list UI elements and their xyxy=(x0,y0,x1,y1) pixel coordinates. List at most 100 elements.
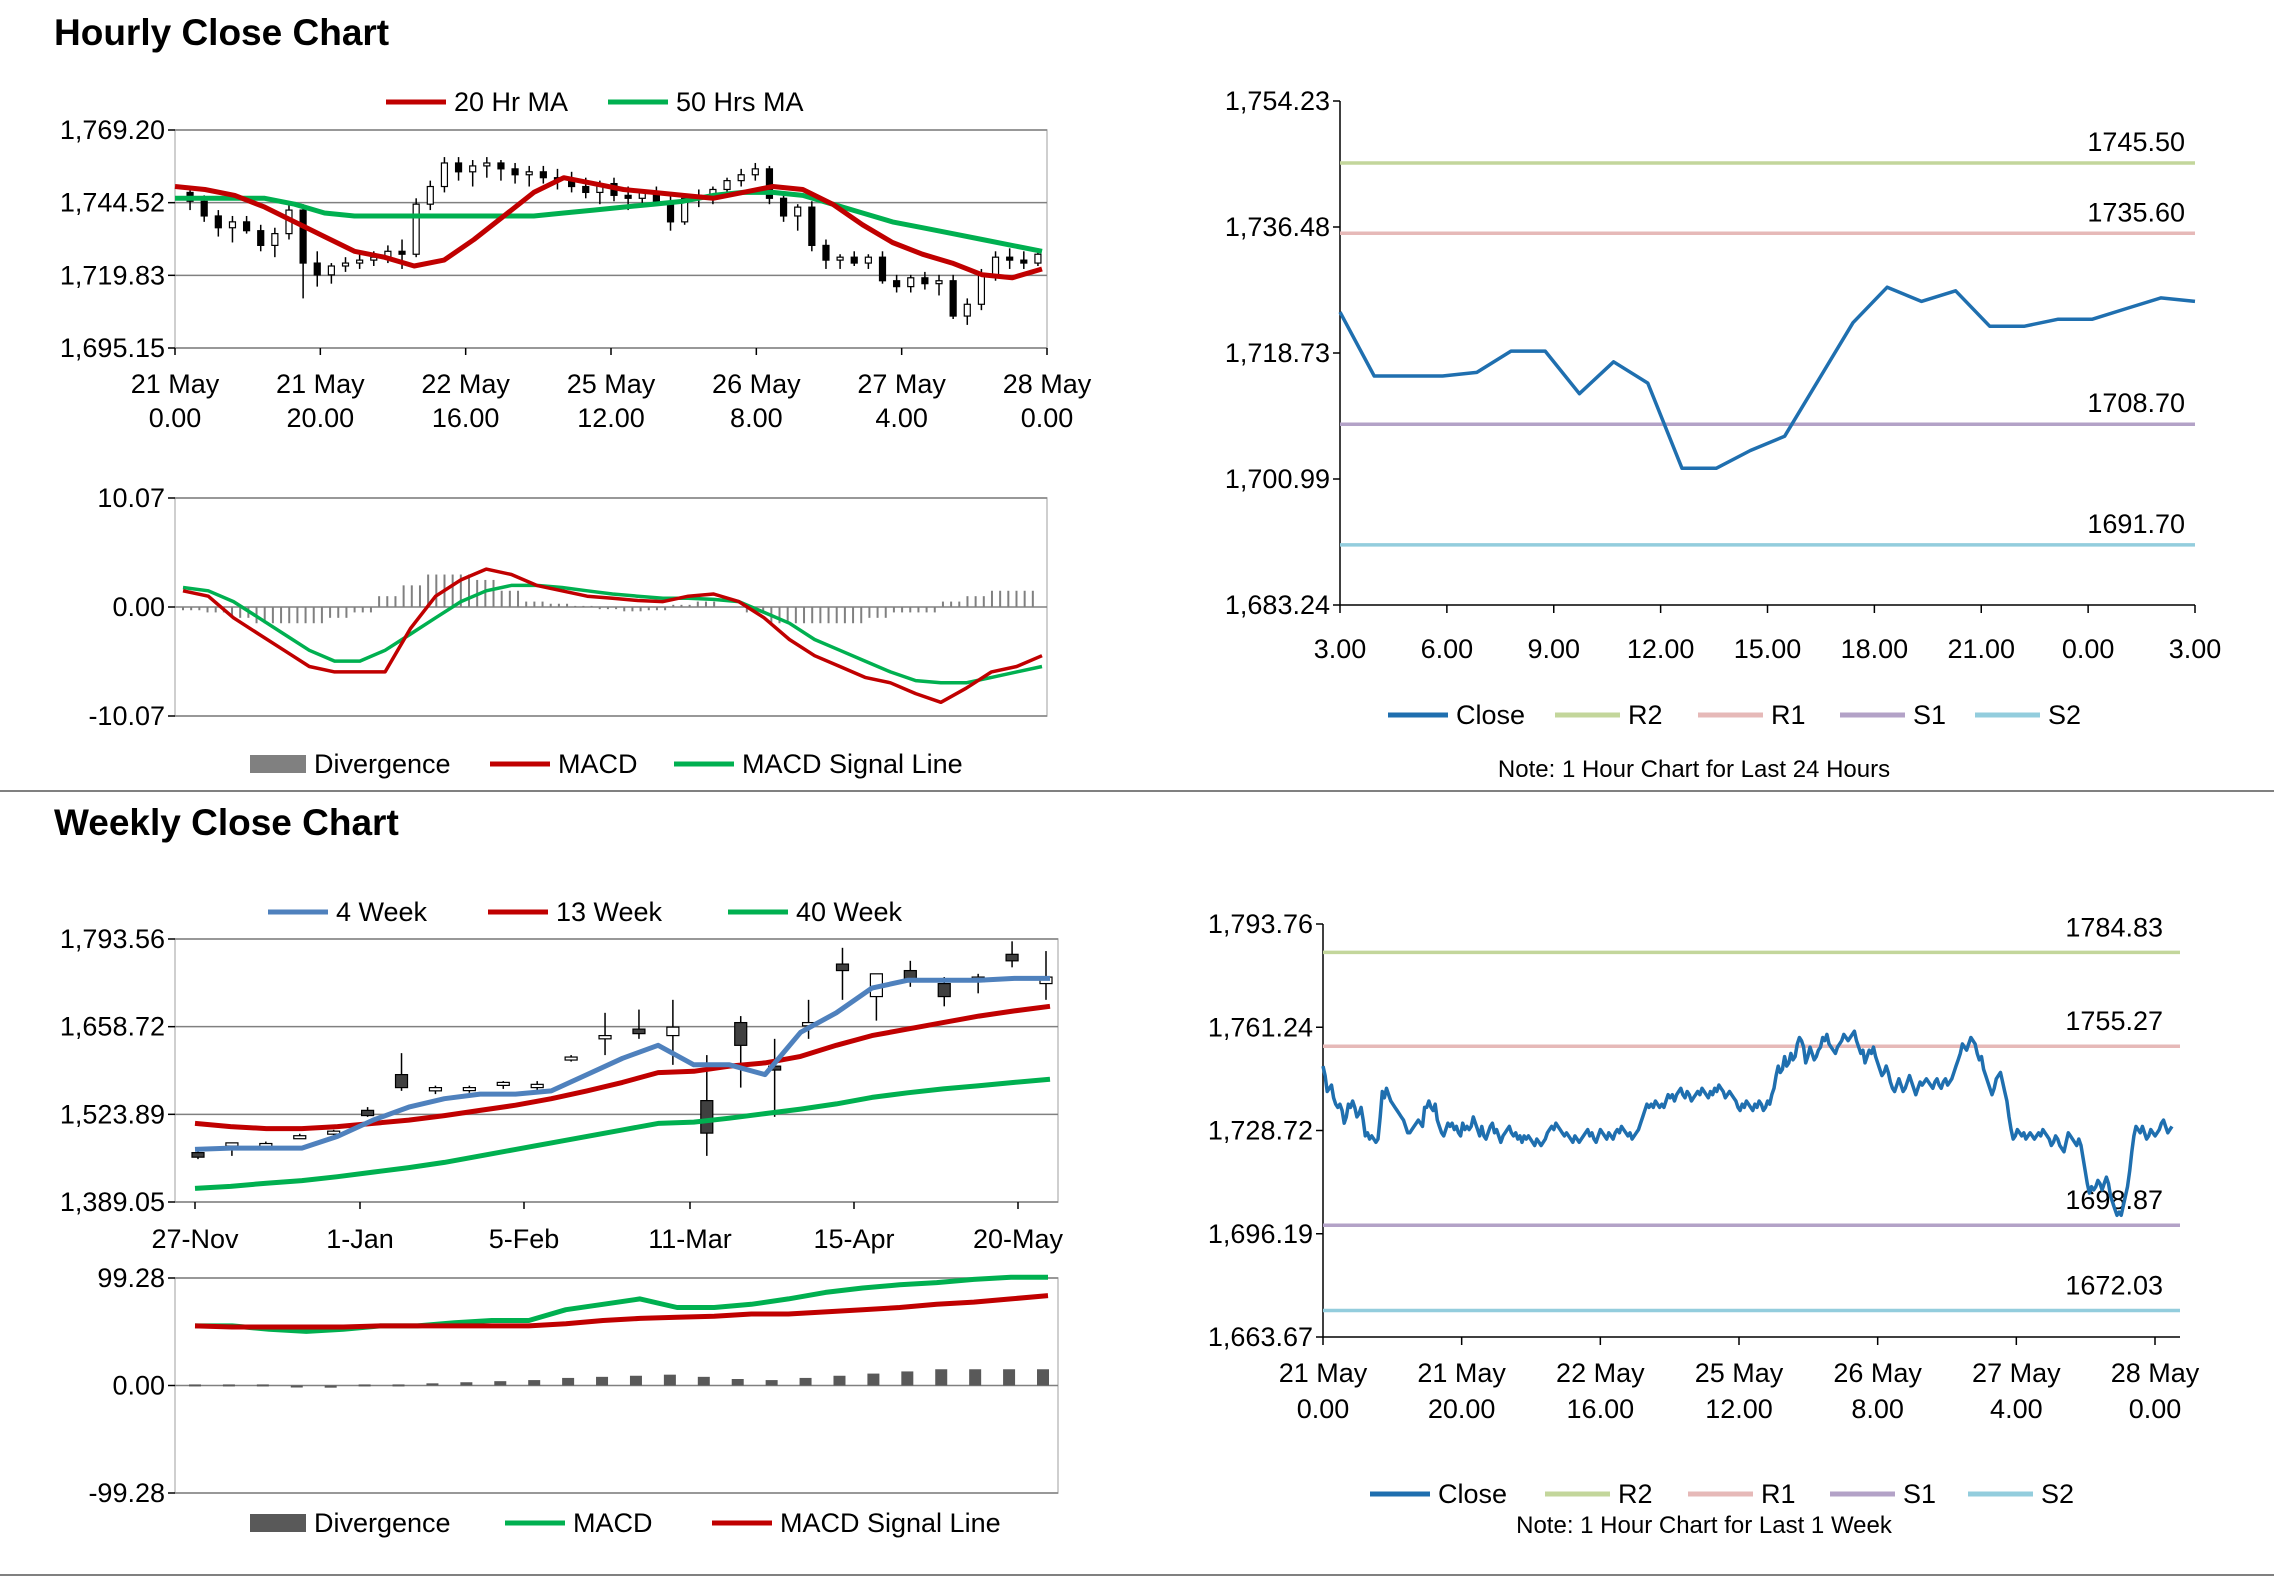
weekly-price-xtick-1: 1-Jan xyxy=(326,1224,394,1254)
close24-xtick-2: 9.00 xyxy=(1527,634,1580,664)
weekly-macd-divergence-bar-19 xyxy=(833,1375,846,1386)
hourly-candle-body-6 xyxy=(271,233,279,247)
weekly-price-xtick-2: 5-Feb xyxy=(489,1224,560,1254)
weekly-macd-divergence-bar-3 xyxy=(290,1385,303,1388)
close1w-xtick-date-2: 22 May xyxy=(1556,1358,1645,1388)
hourly-candle-body-16 xyxy=(412,203,420,255)
weekly-macd-divergence-bar-20 xyxy=(867,1373,880,1386)
weekly-macd-divergence-bar-23 xyxy=(969,1369,982,1386)
weekly-candle-body-16 xyxy=(734,1021,748,1046)
hourly-candle-body-20 xyxy=(469,165,477,173)
close24-level-r2-label: 1745.50 xyxy=(2087,127,2185,157)
close1w-legend-r1-label: R1 xyxy=(1761,1479,1796,1509)
hourly-candle-body-31 xyxy=(624,194,632,199)
weekly-price-xtick-4: 15-Apr xyxy=(813,1224,894,1254)
weekly-macd-divergence-bar-2 xyxy=(256,1384,269,1387)
close24-xtick-7: 0.00 xyxy=(2062,634,2115,664)
close1w-note: Note: 1 Hour Chart for Last 1 Week xyxy=(1516,1512,1893,1539)
close24-xtick-4: 15.00 xyxy=(1734,634,1802,664)
hourly-macd-ytick-2: -10.07 xyxy=(88,701,165,731)
weekly-macd-divergence-bar-8 xyxy=(460,1382,473,1386)
hourly-macd-ytick-0: 10.07 xyxy=(97,483,165,513)
hourly-macd-signal-line xyxy=(182,583,1043,685)
hourly-price-xtick-date-3: 25 May xyxy=(567,369,656,399)
weekly-macd-divergence-bar-17 xyxy=(765,1380,778,1386)
close24-ytick-2: 1,718.73 xyxy=(1225,338,1330,368)
hourly-ma20-line xyxy=(174,175,1043,281)
weekly-price-ytick-3: 1,389.05 xyxy=(60,1187,165,1217)
close24-legend-r2-label: R2 xyxy=(1628,700,1663,730)
close24-note: Note: 1 Hour Chart for Last 24 Hours xyxy=(1498,756,1890,783)
weekly-candle-body-12 xyxy=(598,1034,612,1040)
close1w-legend-r2-label: R2 xyxy=(1618,1479,1653,1509)
close1w-xtick-date-3: 25 May xyxy=(1695,1358,1784,1388)
hourly-candle-body-58 xyxy=(1006,256,1014,261)
hourly-ma50-line xyxy=(175,189,1043,254)
close24-xtick-0: 3.00 xyxy=(1314,634,1367,664)
weekly-candle-body-24 xyxy=(1005,953,1019,962)
hourly-macd-legend-divergence-swatch xyxy=(250,755,306,773)
hourly-macd-ytick-1: 0.00 xyxy=(112,592,165,622)
hourly-candle-body-49 xyxy=(878,256,887,282)
weekly-legend-4week-label: 4 Week xyxy=(336,897,428,927)
weekly-macd-divergence-bar-21 xyxy=(901,1371,914,1386)
weekly-4week-line xyxy=(194,975,1050,1152)
hourly-price-xtick-date-0: 21 May xyxy=(131,369,220,399)
hourly-candle-body-44 xyxy=(808,206,816,247)
weekly-macd-line xyxy=(195,1274,1048,1334)
hourly-price-xtick-time-4: 8.00 xyxy=(730,403,783,433)
weekly-price-ytick-1: 1,658.72 xyxy=(60,1012,165,1042)
hourly-price-xtick-time-6: 0.00 xyxy=(1021,403,1074,433)
weekly-macd-legend-divergence-swatch xyxy=(250,1514,306,1532)
weekly-40week-line xyxy=(194,1076,1051,1191)
hourly-candle-body-11 xyxy=(341,262,350,267)
close1w-ytick-1: 1,761.24 xyxy=(1208,1012,1313,1042)
hourly-candle-body-18 xyxy=(440,162,449,188)
close24-legend-close-label: Close xyxy=(1456,700,1525,730)
weekly-macd-legend-divergence-label: Divergence xyxy=(314,1508,451,1538)
close24-xtick-3: 12.00 xyxy=(1627,634,1695,664)
close1w-level-r1-label: 1755.27 xyxy=(2065,1006,2163,1036)
weekly-13week-line xyxy=(194,1003,1051,1132)
hourly-legend-ma50-label: 50 Hrs MA xyxy=(676,87,804,117)
hourly-price-ytick-1: 1,744.52 xyxy=(60,188,165,218)
hourly-price-xtick-time-0: 0.00 xyxy=(149,403,202,433)
weekly-macd-ytick-1: 0.00 xyxy=(112,1371,165,1401)
hourly-candle-body-17 xyxy=(426,185,434,205)
hourly-candle-body-46 xyxy=(836,256,844,261)
close24-level-s2-label: 1691.70 xyxy=(2087,509,2185,539)
hourly-candle-body-4 xyxy=(242,221,251,232)
close1w-xtick-date-1: 21 May xyxy=(1417,1358,1506,1388)
weekly-macd-divergence-bar-4 xyxy=(324,1385,337,1388)
close1w-ytick-0: 1,793.76 xyxy=(1208,909,1313,939)
hourly-candle-body-1 xyxy=(200,200,208,217)
weekly-price-ytick-2: 1,523.89 xyxy=(60,1099,165,1129)
hourly-candle-body-23 xyxy=(511,168,519,176)
weekly-candle-body-3 xyxy=(293,1135,307,1140)
weekly-section-title: Weekly Close Chart xyxy=(54,802,399,843)
hourly-legend-ma20-label: 20 Hr MA xyxy=(454,87,568,117)
hourly-candle-body-50 xyxy=(893,280,901,288)
close24-xtick-5: 18.00 xyxy=(1841,634,1909,664)
hourly-candle-body-8 xyxy=(299,209,307,264)
hourly-price-xtick-time-5: 4.00 xyxy=(875,403,928,433)
hourly-candle-body-22 xyxy=(497,162,505,170)
weekly-candle-body-22 xyxy=(937,982,951,998)
section-divider-bottom xyxy=(0,1574,2274,1576)
close1w-level-s2-label: 1672.03 xyxy=(2065,1270,2163,1300)
close1w-ytick-4: 1,663.67 xyxy=(1208,1322,1313,1352)
hourly-candle-body-28 xyxy=(582,185,590,194)
weekly-macd-divergence-bar-13 xyxy=(629,1375,642,1386)
weekly-candle-body-14 xyxy=(666,1026,680,1037)
close1w-level-r2-label: 1784.83 xyxy=(2065,912,2163,942)
close24-close-line xyxy=(1338,285,2196,471)
hourly-candle-body-3 xyxy=(228,221,237,229)
close1w-xtick-date-6: 28 May xyxy=(2111,1358,2200,1388)
weekly-candle-body-9 xyxy=(496,1081,510,1087)
weekly-price-ytick-0: 1,793.56 xyxy=(60,924,165,954)
weekly-candle-body-13 xyxy=(632,1028,646,1035)
close1w-close-line xyxy=(1321,1029,2174,1218)
hourly-price-ytick-0: 1,769.20 xyxy=(60,115,165,145)
weekly-candle-body-10 xyxy=(530,1083,544,1089)
